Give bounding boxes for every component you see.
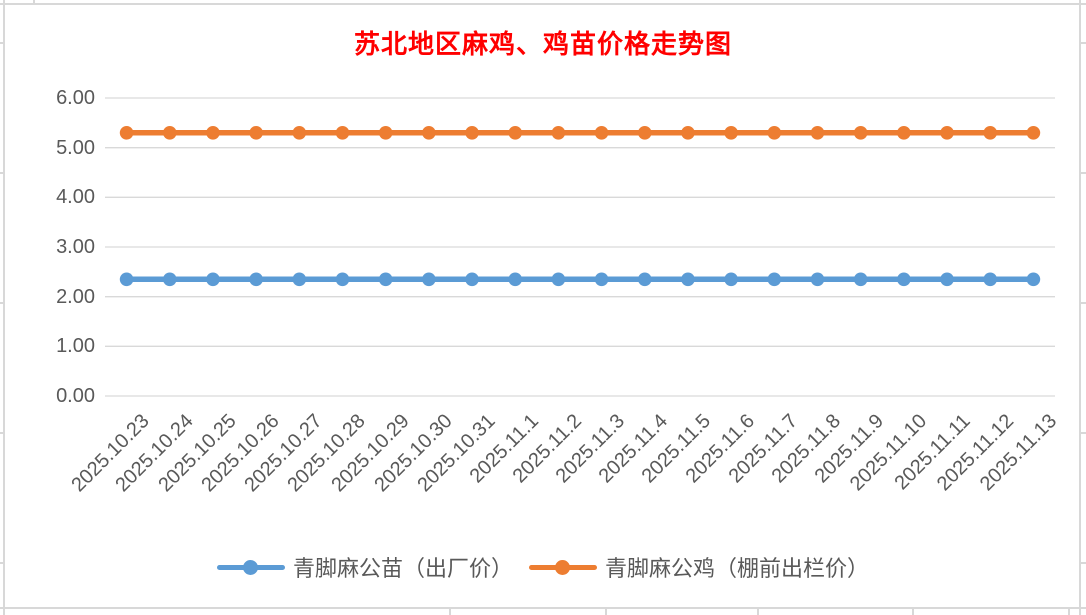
data-point [1026, 272, 1041, 287]
data-point [119, 125, 134, 140]
spreadsheet-grid-tick [449, 608, 451, 615]
data-point [940, 125, 954, 140]
legend-dot-icon [555, 559, 570, 575]
data-point [465, 272, 479, 287]
data-point [292, 125, 307, 140]
legend-dot-icon [242, 559, 258, 575]
spreadsheet-border-top [0, 3, 1086, 5]
spreadsheet-grid-tick [0, 172, 4, 174]
data-point [1026, 125, 1041, 140]
data-point [206, 125, 220, 140]
data-point [206, 272, 220, 287]
legend-label: 青脚麻公苗（出厂价） [292, 556, 513, 581]
data-point [767, 125, 782, 140]
y-axis-label: 3.00 [56, 236, 95, 258]
data-point [983, 272, 998, 287]
legend-label: 青脚麻公鸡（棚前出栏价） [605, 556, 870, 581]
data-point [983, 125, 998, 140]
data-point [119, 272, 134, 287]
spreadsheet-grid-tick [912, 608, 914, 615]
legend: 青脚麻公苗（出厂价） 青脚麻公鸡（棚前出栏价） [0, 551, 1086, 583]
data-point [853, 125, 868, 140]
data-point [508, 125, 523, 140]
data-point [810, 272, 825, 287]
spreadsheet-border-bottom [0, 607, 1086, 609]
data-point [681, 125, 695, 140]
data-point [594, 125, 609, 140]
data-point [378, 272, 393, 287]
data-point [940, 272, 954, 287]
data-point [249, 272, 263, 287]
spreadsheet-grid-tick [1080, 432, 1086, 434]
spreadsheet-grid-tick [1080, 172, 1086, 174]
data-point [551, 125, 566, 140]
spreadsheet-border-right [1079, 0, 1081, 615]
y-axis-label: 6.00 [56, 87, 95, 109]
legend-marker-line-dot-icon [216, 559, 285, 575]
spreadsheet-grid-tick [1080, 302, 1086, 304]
data-point [681, 272, 695, 287]
y-axis-label: 0.00 [56, 385, 95, 407]
data-point [335, 272, 350, 287]
data-point [810, 125, 825, 140]
data-point [594, 272, 609, 287]
data-point [162, 272, 177, 287]
data-point [508, 272, 523, 287]
legend-marker-line-dot-icon [529, 559, 597, 575]
y-axis-label: 2.00 [56, 285, 95, 308]
data-point [897, 125, 911, 140]
spreadsheet-grid-tick [0, 432, 4, 434]
data-point [378, 125, 393, 140]
spreadsheet-grid-tick [605, 608, 607, 615]
data-point [422, 272, 436, 287]
spreadsheet-grid-tick [757, 608, 759, 615]
chart-title: 苏北地区麻鸡、鸡苗价格走势图 [353, 30, 732, 59]
data-point [422, 125, 436, 140]
y-axis-label: 4.00 [56, 186, 95, 209]
data-point [465, 125, 479, 140]
data-point [767, 272, 782, 287]
data-point [335, 125, 350, 140]
data-point [637, 272, 652, 287]
data-point [853, 272, 868, 287]
spreadsheet-grid-tick [1080, 42, 1086, 44]
data-point [724, 125, 738, 140]
data-point [249, 125, 263, 140]
legend-item: 青脚麻公苗（出厂价） [216, 551, 513, 583]
legend-item: 青脚麻公鸡（棚前出栏价） [529, 551, 869, 583]
spreadsheet-grid-tick [33, 0, 35, 4]
spreadsheet-border-left [3, 0, 5, 615]
spreadsheet-grid-tick [0, 302, 4, 304]
spreadsheet-grid-tick [1080, 562, 1086, 564]
data-point [724, 272, 738, 287]
data-point [292, 272, 307, 287]
data-point [637, 125, 652, 140]
data-point [897, 272, 911, 287]
spreadsheet-grid-tick [0, 42, 4, 44]
data-point [162, 125, 177, 140]
y-axis-label: 1.00 [56, 335, 95, 358]
spreadsheet-grid-tick [0, 562, 4, 564]
spreadsheet-grid-tick [1068, 608, 1070, 615]
y-axis-label: 5.00 [56, 136, 95, 159]
data-point [551, 272, 566, 287]
